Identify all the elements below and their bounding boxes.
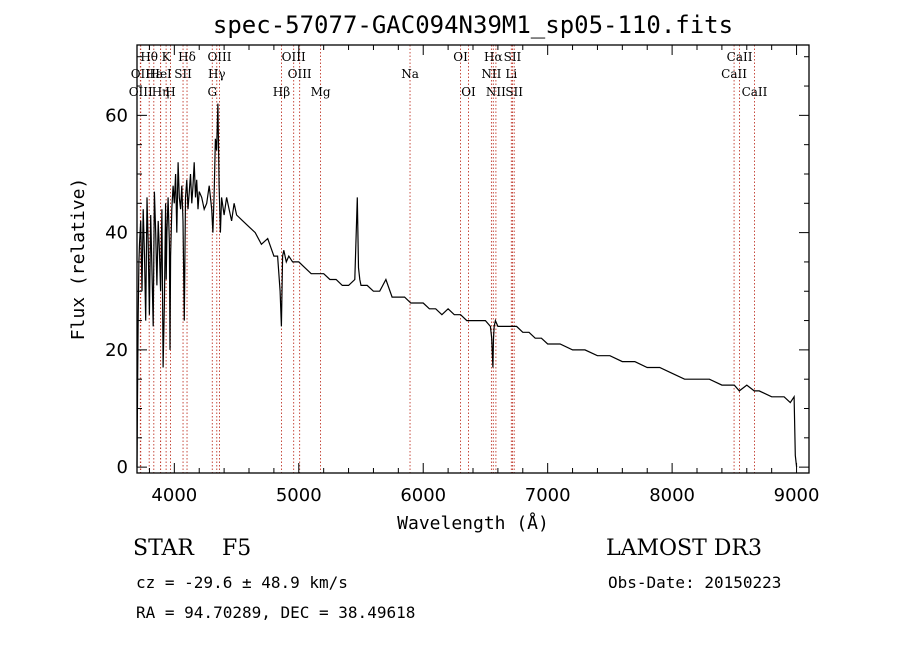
line-label-28: CaII bbox=[742, 85, 768, 99]
y-tick-label: 0 bbox=[117, 457, 128, 478]
observation-date: Obs-Date: 20150223 bbox=[608, 573, 781, 592]
x-tick-label: 5000 bbox=[276, 485, 322, 506]
line-label-27: CaII bbox=[727, 50, 753, 64]
line-label-17: Na bbox=[401, 67, 419, 81]
line-label-15: OIII bbox=[288, 67, 312, 81]
line-label-19: OI bbox=[461, 85, 476, 99]
line-label-10: OIII bbox=[207, 50, 231, 64]
line-label-6: HeI bbox=[149, 67, 172, 81]
line-label-0: Hθ bbox=[140, 50, 158, 64]
spectral-line-markers bbox=[140, 45, 754, 473]
x-axis-label: Wavelength (Å) bbox=[397, 512, 549, 534]
line-label-7: H bbox=[165, 85, 175, 99]
x-tick-label: 4000 bbox=[151, 485, 197, 506]
line-label-16: Mg bbox=[311, 85, 331, 99]
line-label-20: Hα bbox=[484, 50, 503, 64]
chart-title: spec-57077-GAC094N39M1_sp05-110.fits bbox=[213, 11, 733, 39]
line-label-14: OIII bbox=[282, 50, 306, 64]
y-axis-label: Flux (relative) bbox=[68, 178, 89, 341]
survey-name: LAMOST DR3 bbox=[606, 536, 762, 561]
x-tick-label: 6000 bbox=[400, 485, 446, 506]
line-label-5: K bbox=[162, 50, 172, 64]
line-label-13: Hβ bbox=[273, 85, 290, 99]
redshift-velocity: cz = -29.6 ± 48.9 km/s bbox=[136, 573, 348, 592]
line-label-21: NII bbox=[481, 67, 501, 81]
line-label-8: SII bbox=[174, 67, 192, 81]
line-label-24: Li bbox=[505, 67, 517, 81]
x-tick-label: 8000 bbox=[649, 485, 695, 506]
sky-coordinates: RA = 94.70289, DEC = 38.49618 bbox=[136, 603, 415, 622]
y-tick-label: 60 bbox=[105, 105, 128, 126]
line-label-26: CaII bbox=[721, 67, 747, 81]
object-class: STAR bbox=[133, 536, 194, 561]
line-label-23: SII bbox=[504, 50, 522, 64]
x-tick-label: 7000 bbox=[525, 485, 571, 506]
line-label-22: NII bbox=[486, 85, 506, 99]
flux-series-line bbox=[137, 104, 797, 468]
line-label-18: OI bbox=[453, 50, 468, 64]
line-label-9: Hδ bbox=[178, 50, 196, 64]
spectral-line-labels: HθOIIOIIIHεHηKHeIHSIIHδOIIIHγGHβOIIIOIII… bbox=[129, 50, 768, 99]
y-tick-label: 40 bbox=[105, 223, 128, 244]
object-subclass: F5 bbox=[222, 536, 251, 561]
line-label-11: Hγ bbox=[208, 67, 226, 81]
line-label-2: OIII bbox=[129, 85, 153, 99]
x-axis-ticks: 4000 5000 6000 7000 8000 9000 bbox=[149, 45, 819, 506]
plot-frame bbox=[137, 45, 809, 473]
line-label-12: G bbox=[207, 85, 217, 99]
object-classification: STAR F5 bbox=[133, 536, 251, 561]
x-tick-label: 9000 bbox=[774, 485, 820, 506]
y-tick-label: 20 bbox=[105, 340, 128, 361]
line-label-25: SII bbox=[505, 85, 523, 99]
y-axis-ticks: 0 20 40 60 bbox=[105, 57, 809, 478]
